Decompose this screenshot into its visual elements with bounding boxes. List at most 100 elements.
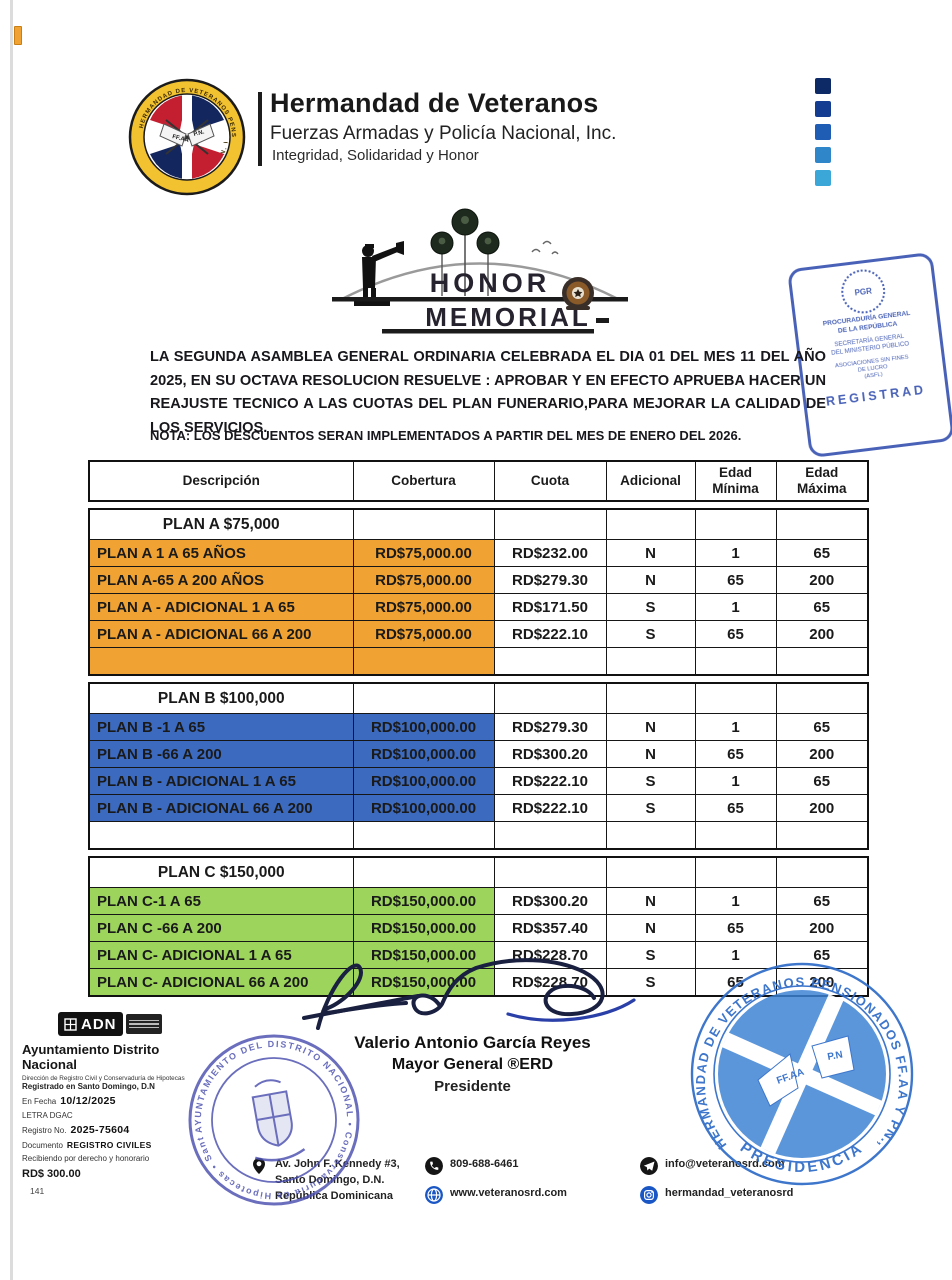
table-cell — [694, 821, 777, 850]
plan-row: PLAN A-65 A 200 AÑOS RD$75,000.00 RD$279.3… — [88, 566, 869, 594]
plan-value-cell: 1 — [694, 941, 777, 969]
plan-section-title: PLAN C $150,000 — [88, 856, 354, 888]
plan-table: Descripción Cobertura Cuota Adicional Edad M… — [88, 460, 870, 1003]
memorial-line2: MEMORIAL — [425, 302, 591, 332]
plan-value-cell: N — [605, 887, 696, 915]
plan-value-cell: RD$222.10 — [493, 794, 607, 822]
plan-value-cell: RD$222.10 — [493, 620, 607, 648]
table-cell — [605, 856, 696, 888]
accent-square — [815, 78, 831, 94]
plan-value-cell: RD$100,000.00 — [352, 713, 495, 741]
svg-text:P.N.: P.N. — [193, 129, 205, 138]
table-cell — [775, 821, 869, 850]
table-cell — [352, 821, 495, 850]
globe-icon — [425, 1186, 443, 1204]
plan-value-cell: RD$75,000.00 — [352, 539, 495, 567]
plan-description-cell: PLAN B - ADICIONAL 66 A 200 — [88, 794, 354, 822]
adn-amount: RD$ 300.00 — [22, 1168, 81, 1180]
plan-description-cell: PLAN A-65 A 200 AÑOS — [88, 566, 354, 594]
plan-value-cell: RD$222.10 — [493, 767, 607, 795]
accent-square — [815, 124, 831, 140]
adn-logo-fineprint — [125, 1014, 162, 1034]
signature-flourish — [506, 998, 636, 1022]
column-header: Edad Mínima — [694, 460, 777, 502]
plan-value-cell: N — [605, 539, 696, 567]
plan-value-cell: 65 — [775, 887, 869, 915]
plan-row: PLAN A 1 A 65 AÑOS RD$75,000.00 RD$232.00 N… — [88, 539, 869, 567]
adn-castle-icon — [64, 1017, 77, 1031]
table-cell — [352, 856, 495, 888]
plan-value-cell: 65 — [694, 620, 777, 648]
plan-value-cell: 1 — [694, 713, 777, 741]
table-cell — [775, 682, 869, 714]
plan-value-cell: 200 — [775, 914, 869, 942]
adn-recibido: Recibiendo por derecho y honorario — [22, 1154, 150, 1163]
plan-description-cell: PLAN B -66 A 200 — [88, 740, 354, 768]
table-cell — [605, 508, 696, 540]
plan-value-cell: RD$100,000.00 — [352, 767, 495, 795]
plan-value-cell: RD$171.50 — [493, 593, 607, 621]
plan-description-cell: PLAN B -1 A 65 — [88, 713, 354, 741]
table-cell — [694, 682, 777, 714]
plan-row: PLAN A - ADICIONAL 1 A 65 RD$75,000.00 RD$… — [88, 593, 869, 621]
plan-row: PLAN A - ADICIONAL 66 A 200 RD$75,000.00 R… — [88, 620, 869, 648]
plan-row: PLAN C -66 A 200 RD$150,000.00 RD$357.40 N 6… — [88, 914, 869, 942]
plan-value-cell: 65 — [694, 794, 777, 822]
table-cell — [775, 856, 869, 888]
signer-title: Presidente — [434, 1078, 511, 1095]
plan-value-cell: 65 — [694, 914, 777, 942]
table-cell — [694, 856, 777, 888]
plan-description-cell: PLAN A - ADICIONAL 66 A 200 — [88, 620, 354, 648]
table-cell — [493, 682, 607, 714]
orange-tab-marker — [14, 26, 22, 45]
adn-logo: ADN — [58, 1012, 123, 1036]
registry-stamp-seal-icon: PGR — [838, 266, 888, 316]
accent-square — [815, 170, 831, 186]
plan-value-cell: 1 — [694, 887, 777, 915]
adn-fecha: 10/12/2025 — [60, 1095, 116, 1107]
table-cell — [493, 647, 607, 676]
plan-row: PLAN B - ADICIONAL 1 A 65 RD$100,000.00 RD… — [88, 767, 869, 795]
plan-value-cell: 200 — [775, 566, 869, 594]
plan-section-title-row: PLAN C $150,000 — [88, 856, 869, 888]
plan-value-cell: 200 — [775, 794, 869, 822]
memorial-trees — [430, 208, 500, 296]
accent-square — [815, 147, 831, 163]
plan-value-cell: 1 — [694, 539, 777, 567]
table-cell — [493, 856, 607, 888]
plan-section-title: PLAN A $75,000 — [88, 508, 354, 540]
plan-value-cell: RD$75,000.00 — [352, 566, 495, 594]
plan-value-cell: N — [605, 914, 696, 942]
footer-phone: 809-688-6461 — [425, 1157, 519, 1175]
plan-value-cell: 1 — [694, 593, 777, 621]
plan-value-cell: RD$300.20 — [493, 887, 607, 915]
adn-documento: REGISTRO CIVILES — [66, 1140, 152, 1150]
plan-value-cell: 65 — [775, 713, 869, 741]
plan-value-cell: 200 — [775, 620, 869, 648]
footer-website: www.veteranosrd.com — [425, 1186, 567, 1204]
plan-description-cell: PLAN B - ADICIONAL 1 A 65 — [88, 767, 354, 795]
plan-value-cell: N — [605, 566, 696, 594]
plan-value-cell: RD$75,000.00 — [352, 593, 495, 621]
plan-section-title-row: PLAN A $75,000 — [88, 508, 869, 540]
plan-row: PLAN C-1 A 65 RD$150,000.00 RD$300.20 N 1 65 — [88, 887, 869, 915]
plan-section-title: PLAN B $100,000 — [88, 682, 354, 714]
table-cell — [352, 508, 495, 540]
plan-section-title-row: PLAN B $100,000 — [88, 682, 869, 714]
empty-row — [88, 821, 869, 850]
table-cell — [694, 647, 777, 676]
adn-subtitle: Dirección de Registro Civil y Conservadu… — [22, 1075, 185, 1082]
plan-value-cell: 65 — [694, 566, 777, 594]
column-header: Descripción — [88, 460, 354, 502]
signature-scrawl — [302, 958, 636, 1030]
plan-row: PLAN B - ADICIONAL 66 A 200 RD$100,000.00… — [88, 794, 869, 822]
signer-rank: Mayor General ®ERD — [391, 1056, 554, 1073]
signer-name: Valerio Antonio García Reyes — [354, 1033, 591, 1052]
plan-row: PLAN B -1 A 65 RD$100,000.00 RD$279.30 N 1 65 — [88, 713, 869, 741]
plan-description-cell: PLAN C- ADICIONAL 1 A 65 — [88, 941, 354, 969]
instagram-icon — [640, 1186, 658, 1204]
plan-value-cell: RD$150,000.00 — [352, 968, 495, 997]
org-subtitle: Fuerzas Armadas y Policía Nacional, Inc. — [270, 123, 617, 144]
org-name: Hermandad de Veteranos — [270, 88, 599, 118]
